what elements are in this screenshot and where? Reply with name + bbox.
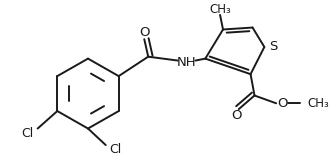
Text: S: S [269,40,278,53]
Text: Cl: Cl [110,143,122,156]
Text: CH₃: CH₃ [308,97,329,110]
Text: O: O [232,109,242,122]
Text: Cl: Cl [22,127,34,140]
Text: CH₃: CH₃ [209,3,231,16]
Text: O: O [139,26,150,39]
Text: O: O [277,97,287,110]
Text: NH: NH [177,56,197,69]
